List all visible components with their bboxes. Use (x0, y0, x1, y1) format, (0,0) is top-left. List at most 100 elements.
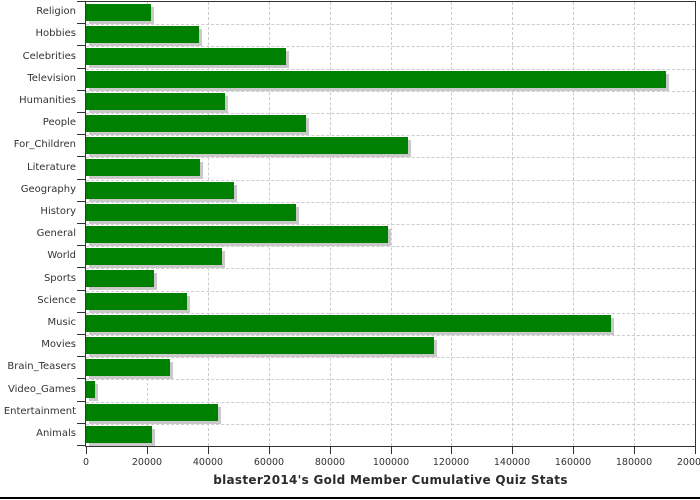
y-axis-tick (77, 112, 85, 113)
bar-animals (86, 425, 152, 443)
horizontal-gridline (86, 224, 695, 225)
y-axis-tick (77, 1, 85, 2)
horizontal-gridline (86, 335, 695, 336)
bar-entertainment (86, 403, 219, 421)
y-axis-tick (77, 423, 85, 424)
y-axis-label: Animals (36, 427, 76, 439)
horizontal-gridline (86, 268, 695, 270)
x-axis-tick-label: 0 (82, 457, 90, 468)
y-axis-label: Video_Games (8, 383, 76, 395)
bar-celebrities (86, 48, 287, 66)
horizontal-gridline (86, 179, 695, 181)
x-axis-tick-label: 160000 (554, 457, 592, 468)
x-axis-tick-label: 180000 (615, 457, 653, 468)
horizontal-gridline (86, 201, 695, 203)
bar-history (86, 203, 297, 221)
x-axis-tick (391, 447, 392, 454)
y-axis-tick (77, 312, 85, 313)
y-axis-label: Humanities (19, 94, 76, 106)
y-axis-tick (77, 290, 85, 291)
chart-title: blaster2014's Gold Member Cumulative Qui… (213, 473, 568, 487)
y-axis-label: Science (37, 294, 76, 306)
y-axis-tick (77, 90, 85, 91)
y-axis-label: Brain_Teasers (7, 361, 76, 373)
horizontal-gridline (86, 357, 695, 359)
bar-religion (86, 4, 152, 21)
y-axis-label: Entertainment (3, 405, 76, 417)
bar-video_games (86, 381, 96, 399)
x-axis-tick (147, 447, 148, 454)
y-axis-tick (77, 378, 85, 379)
horizontal-gridline (86, 312, 695, 314)
y-axis-label: Movies (41, 339, 76, 351)
y-axis-label: People (42, 117, 76, 129)
horizontal-gridline (86, 46, 695, 48)
horizontal-gridline (86, 401, 695, 403)
y-axis-tick (77, 45, 85, 46)
horizontal-gridline (86, 290, 695, 292)
horizontal-gridline (86, 90, 695, 92)
y-axis-label: World (47, 250, 76, 262)
x-axis-tick (330, 447, 331, 454)
y-axis-tick (77, 445, 85, 446)
y-axis-label: Hobbies (35, 28, 76, 40)
bar-humanities (86, 92, 226, 110)
y-axis-tick (77, 201, 85, 202)
x-axis-tick (451, 447, 452, 454)
x-axis-tick-label: 140000 (493, 457, 531, 468)
x-axis-tick (512, 447, 513, 454)
x-axis-tick-label: 80000 (314, 457, 346, 468)
y-axis-tick (77, 401, 85, 402)
bar-music (86, 314, 611, 332)
y-axis-tick (77, 334, 85, 335)
y-axis-tick (77, 267, 85, 268)
bar-science (86, 292, 188, 310)
y-axis-label: Music (47, 316, 76, 328)
y-axis-label: Celebrities (22, 50, 76, 62)
x-axis-tick (695, 447, 696, 454)
y-axis-tick (77, 134, 85, 135)
plot-area (85, 1, 696, 447)
y-axis-label: For_Children (13, 139, 76, 151)
bar-general (86, 226, 389, 243)
y-axis-label: Television (27, 72, 76, 84)
bar-television (86, 70, 667, 88)
bar-for_children (86, 137, 409, 155)
x-axis-tick-label: 60000 (253, 457, 285, 468)
horizontal-gridline (86, 68, 695, 70)
x-axis-tick (208, 447, 209, 454)
y-axis-label: Geography (20, 183, 76, 195)
bar-people (86, 115, 307, 132)
y-axis-tick (77, 223, 85, 224)
x-axis-tick (634, 447, 635, 454)
bar-hobbies (86, 26, 200, 44)
bar-geography (86, 181, 235, 199)
bar-sports (86, 270, 155, 288)
y-axis-label: General (36, 228, 76, 240)
y-axis-tick (77, 179, 85, 180)
x-axis-tick-label: 20000 (131, 457, 163, 468)
y-axis-label: Religion (36, 6, 76, 18)
horizontal-gridline (86, 24, 695, 26)
y-axis-label: History (40, 205, 76, 217)
y-axis-tick (77, 245, 85, 246)
bar-literature (86, 159, 200, 177)
y-axis-tick (77, 156, 85, 157)
horizontal-gridline (86, 157, 695, 159)
horizontal-gridline (86, 246, 695, 248)
horizontal-gridline (86, 135, 695, 137)
horizontal-gridline (86, 379, 695, 381)
horizontal-gridline (86, 423, 695, 425)
y-axis-tick (77, 68, 85, 69)
x-axis-tick (86, 447, 87, 454)
x-axis-tick-label: 40000 (192, 457, 224, 468)
x-axis-tick-label: 100000 (372, 457, 410, 468)
y-axis-tick (77, 356, 85, 357)
bottom-border-line (0, 497, 700, 499)
y-axis-label: Literature (27, 161, 76, 173)
horizontal-gridline (86, 113, 695, 114)
x-axis-tick-label: 120000 (432, 457, 470, 468)
bar-brain_teasers (86, 359, 171, 377)
y-axis-tick (77, 23, 85, 24)
